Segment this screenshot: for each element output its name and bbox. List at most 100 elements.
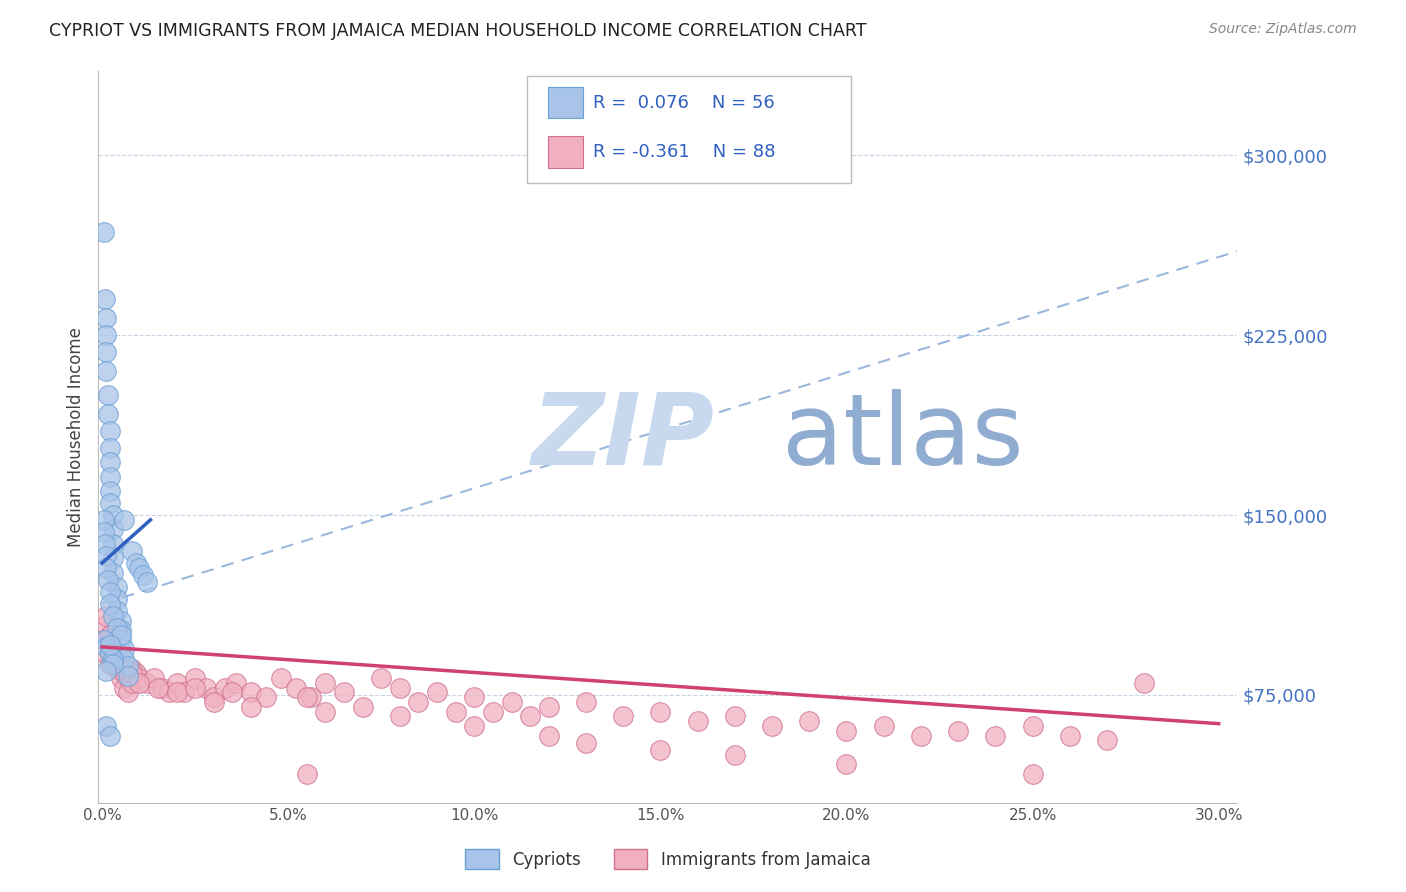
Point bbox=[94, 719, 117, 733]
Point bbox=[519, 709, 541, 723]
Point bbox=[128, 561, 150, 575]
Point bbox=[124, 666, 146, 681]
Point bbox=[98, 628, 121, 642]
Point bbox=[110, 628, 132, 642]
Text: atlas: atlas bbox=[782, 389, 1024, 485]
Point bbox=[333, 685, 356, 699]
Point bbox=[146, 681, 169, 695]
Point bbox=[94, 328, 117, 343]
Point bbox=[537, 729, 560, 743]
Point bbox=[105, 647, 128, 661]
Point bbox=[121, 544, 143, 558]
Point bbox=[98, 647, 121, 661]
Point bbox=[103, 608, 125, 623]
Legend: Cypriots, Immigrants from Jamaica: Cypriots, Immigrants from Jamaica bbox=[458, 842, 877, 876]
Point bbox=[103, 537, 125, 551]
Point bbox=[117, 685, 139, 699]
Point bbox=[612, 709, 634, 723]
Text: ZIP: ZIP bbox=[531, 389, 714, 485]
Point bbox=[150, 681, 173, 695]
Point bbox=[117, 669, 139, 683]
Point bbox=[984, 729, 1007, 743]
Point bbox=[105, 604, 128, 618]
Point bbox=[157, 685, 180, 699]
Point bbox=[124, 556, 146, 570]
Point bbox=[94, 647, 117, 661]
Point bbox=[270, 671, 292, 685]
Point bbox=[114, 642, 136, 657]
Point bbox=[117, 671, 139, 685]
Point bbox=[94, 292, 117, 306]
Point bbox=[114, 652, 136, 666]
Point bbox=[426, 685, 449, 699]
Point bbox=[110, 632, 132, 647]
Point bbox=[94, 549, 117, 563]
Point bbox=[463, 719, 485, 733]
Point bbox=[314, 676, 336, 690]
Point bbox=[117, 659, 139, 673]
Point bbox=[761, 719, 783, 733]
Point bbox=[105, 621, 128, 635]
Point bbox=[135, 575, 157, 590]
Point bbox=[105, 657, 128, 671]
Point bbox=[97, 388, 120, 402]
Point bbox=[114, 666, 136, 681]
Point bbox=[103, 652, 125, 666]
Point bbox=[388, 709, 411, 723]
Text: R = -0.361    N = 88: R = -0.361 N = 88 bbox=[593, 144, 776, 161]
Point bbox=[1095, 733, 1118, 747]
Point bbox=[184, 681, 207, 695]
Point bbox=[93, 632, 115, 647]
Point bbox=[575, 736, 598, 750]
Point bbox=[1021, 719, 1043, 733]
Point bbox=[295, 767, 318, 781]
Point bbox=[93, 524, 115, 539]
Point bbox=[135, 676, 157, 690]
Point bbox=[98, 455, 121, 469]
Point bbox=[128, 676, 150, 690]
Text: Source: ZipAtlas.com: Source: ZipAtlas.com bbox=[1209, 22, 1357, 37]
Point bbox=[537, 699, 560, 714]
Point bbox=[195, 681, 218, 695]
Point bbox=[98, 483, 121, 498]
Point bbox=[143, 671, 166, 685]
Point bbox=[94, 640, 117, 654]
Point bbox=[97, 407, 120, 421]
Point bbox=[202, 690, 225, 705]
Point bbox=[98, 424, 121, 438]
Point bbox=[110, 671, 132, 685]
Point bbox=[724, 747, 747, 762]
Point bbox=[93, 225, 115, 239]
Point bbox=[98, 441, 121, 455]
Point bbox=[128, 671, 150, 685]
Point bbox=[94, 664, 117, 678]
Point bbox=[98, 657, 121, 671]
Point bbox=[94, 364, 117, 378]
Point bbox=[240, 699, 263, 714]
Point bbox=[103, 657, 125, 671]
Point bbox=[408, 695, 430, 709]
Point bbox=[295, 690, 318, 705]
Point bbox=[370, 671, 392, 685]
Point bbox=[221, 685, 243, 699]
Point bbox=[202, 695, 225, 709]
Point bbox=[94, 345, 117, 359]
Point bbox=[121, 666, 143, 681]
Point bbox=[214, 681, 236, 695]
Point bbox=[103, 642, 125, 657]
Point bbox=[575, 695, 598, 709]
Point bbox=[873, 719, 896, 733]
Point bbox=[98, 469, 121, 483]
Point bbox=[114, 681, 136, 695]
Point bbox=[94, 632, 117, 647]
Point bbox=[94, 608, 117, 623]
Point bbox=[94, 618, 117, 632]
Point bbox=[98, 584, 121, 599]
Point bbox=[98, 628, 121, 642]
Point bbox=[835, 757, 858, 772]
Point bbox=[1059, 729, 1081, 743]
Point bbox=[132, 568, 155, 582]
Point bbox=[724, 709, 747, 723]
Point bbox=[225, 676, 247, 690]
Point bbox=[105, 661, 128, 675]
